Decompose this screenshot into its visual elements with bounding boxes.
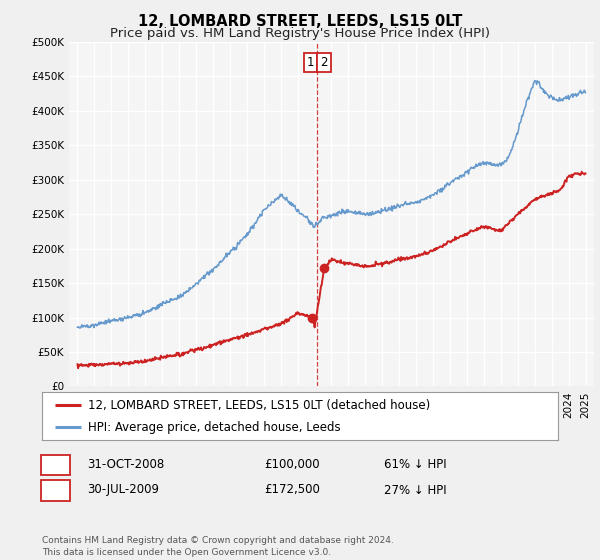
Text: 2: 2 — [52, 483, 59, 497]
Text: 2: 2 — [320, 56, 328, 69]
Text: £100,000: £100,000 — [264, 458, 320, 472]
Text: 1: 1 — [307, 56, 314, 69]
Text: 31-OCT-2008: 31-OCT-2008 — [87, 458, 164, 472]
Text: Price paid vs. HM Land Registry's House Price Index (HPI): Price paid vs. HM Land Registry's House … — [110, 27, 490, 40]
Text: 12, LOMBARD STREET, LEEDS, LS15 0LT (detached house): 12, LOMBARD STREET, LEEDS, LS15 0LT (det… — [88, 399, 431, 412]
Text: 12, LOMBARD STREET, LEEDS, LS15 0LT: 12, LOMBARD STREET, LEEDS, LS15 0LT — [138, 14, 462, 29]
Text: 27% ↓ HPI: 27% ↓ HPI — [384, 483, 446, 497]
Text: 1: 1 — [52, 458, 59, 472]
Text: Contains HM Land Registry data © Crown copyright and database right 2024.
This d: Contains HM Land Registry data © Crown c… — [42, 536, 394, 557]
Text: 61% ↓ HPI: 61% ↓ HPI — [384, 458, 446, 472]
Text: 30-JUL-2009: 30-JUL-2009 — [87, 483, 159, 497]
Text: HPI: Average price, detached house, Leeds: HPI: Average price, detached house, Leed… — [88, 421, 341, 434]
Text: £172,500: £172,500 — [264, 483, 320, 497]
